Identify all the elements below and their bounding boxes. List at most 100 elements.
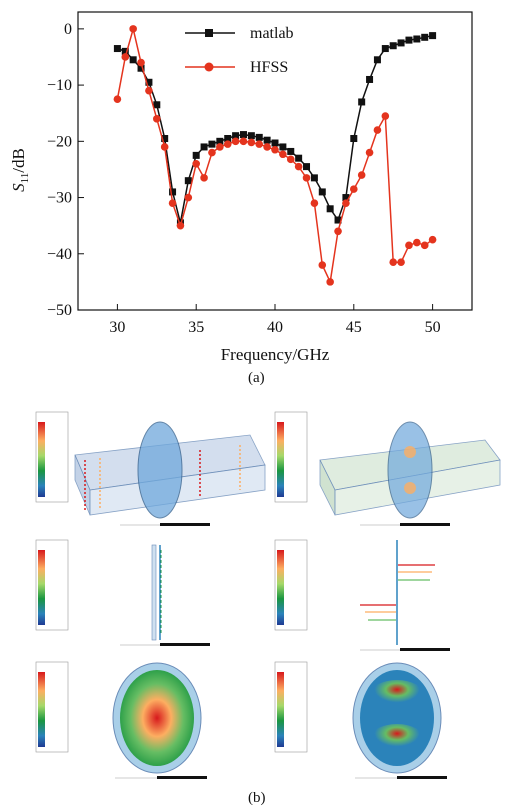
data-point-matlab	[318, 188, 326, 196]
legend: matlab HFSS	[185, 25, 294, 76]
y-tick-label: −20	[47, 133, 72, 150]
data-point-hfss	[342, 199, 350, 207]
data-point-hfss	[389, 258, 398, 267]
data-point-matlab	[405, 36, 413, 44]
legend-label-matlab: matlab	[250, 25, 294, 42]
data-point-matlab	[413, 35, 421, 43]
data-point-matlab	[224, 135, 232, 143]
data-point-hfss	[397, 258, 405, 267]
port-field-cross-section-right	[352, 662, 447, 779]
y-tick-label: −30	[47, 190, 72, 207]
data-point-hfss	[310, 199, 319, 207]
data-point-matlab	[161, 135, 169, 143]
data-point-matlab	[342, 194, 350, 202]
colorbar-row3-right	[274, 661, 308, 753]
data-point-hfss	[121, 53, 130, 61]
field-simulation-panel	[35, 411, 501, 779]
data-point-hfss	[223, 140, 232, 148]
data-point-matlab	[255, 133, 263, 141]
data-point-matlab	[381, 45, 389, 53]
data-point-hfss	[168, 199, 177, 207]
y-axis-label-main: S	[9, 183, 28, 192]
data-point-matlab	[121, 47, 129, 55]
data-point-hfss	[160, 143, 169, 151]
plot-frame	[77, 11, 473, 311]
y-tick-label: −40	[47, 246, 72, 263]
y-tick-label: −50	[47, 302, 72, 319]
data-point-matlab	[303, 163, 311, 171]
field-side-view-right	[360, 540, 450, 651]
colorbar-row2-left	[35, 539, 69, 631]
y-tick-label: 0	[64, 21, 72, 38]
data-point-matlab	[429, 32, 437, 40]
data-point-matlab	[279, 143, 287, 151]
colorbar-row3-left	[35, 661, 69, 753]
data-point-hfss	[231, 137, 240, 146]
data-point-hfss	[357, 171, 366, 179]
data-point-hfss	[405, 241, 413, 250]
data-point-hfss	[113, 95, 122, 103]
data-point-matlab	[326, 205, 334, 213]
data-point-matlab	[247, 132, 255, 140]
legend-label-hfss: HFSS	[250, 59, 288, 76]
data-point-matlab	[200, 143, 208, 151]
x-tick-label: 45	[346, 319, 362, 336]
data-point-matlab	[208, 140, 216, 148]
data-point-hfss	[350, 185, 358, 193]
y-axis-label-sub: 11	[19, 173, 31, 184]
legend-marker-hfss	[204, 62, 214, 72]
data-point-matlab	[350, 135, 358, 143]
data-point-matlab	[295, 154, 303, 162]
colorbar-row1-right	[274, 411, 308, 503]
data-point-matlab	[389, 42, 397, 50]
waveguide-field-3d-right	[319, 421, 501, 526]
x-axis-ticks: 30 35 40 45 50	[109, 304, 441, 336]
data-point-hfss	[318, 261, 327, 269]
data-point-matlab	[271, 139, 279, 147]
series-layer	[113, 25, 437, 286]
x-tick-label: 35	[188, 319, 204, 336]
data-point-hfss	[428, 235, 437, 244]
data-point-matlab	[421, 33, 429, 41]
field-side-view-left	[120, 544, 210, 646]
data-point-hfss	[208, 148, 216, 157]
data-point-hfss	[286, 155, 295, 164]
data-point-hfss	[365, 148, 374, 157]
legend-marker-matlab	[205, 29, 213, 37]
y-axis-label-unit: /dB	[9, 148, 28, 173]
x-tick-label: 50	[425, 319, 441, 336]
y-axis-ticks: 0 −10 −20 −30 −40 −50	[47, 21, 84, 319]
data-point-matlab	[358, 98, 366, 106]
data-point-matlab	[153, 101, 161, 109]
data-point-matlab	[232, 132, 240, 140]
port-field-cross-section-left	[112, 662, 207, 779]
data-point-hfss	[192, 160, 200, 168]
data-point-matlab	[169, 188, 177, 196]
waveguide-field-3d-left	[74, 421, 266, 526]
data-point-hfss	[200, 174, 208, 182]
data-point-hfss	[216, 143, 224, 151]
data-point-hfss	[263, 143, 271, 151]
data-point-matlab	[145, 78, 153, 86]
x-tick-label: 40	[267, 319, 283, 336]
data-point-matlab	[397, 39, 405, 47]
data-point-hfss	[255, 140, 264, 148]
data-point-hfss	[381, 112, 390, 120]
data-point-matlab	[216, 137, 224, 145]
data-point-hfss	[129, 25, 137, 33]
subfigure-label-b: (b)	[248, 790, 266, 806]
data-point-matlab	[366, 75, 374, 83]
data-point-hfss	[373, 126, 382, 134]
data-point-hfss	[271, 145, 279, 154]
data-point-hfss	[326, 278, 334, 286]
data-point-hfss	[334, 227, 342, 236]
data-point-hfss	[420, 241, 429, 250]
data-point-hfss	[413, 238, 421, 247]
y-axis-label: S11/dB	[9, 148, 31, 192]
data-point-matlab	[287, 147, 295, 155]
data-point-matlab	[113, 45, 121, 53]
data-point-hfss	[184, 193, 193, 202]
data-point-hfss	[176, 221, 185, 230]
data-point-hfss	[294, 162, 303, 171]
data-point-matlab	[373, 56, 381, 64]
